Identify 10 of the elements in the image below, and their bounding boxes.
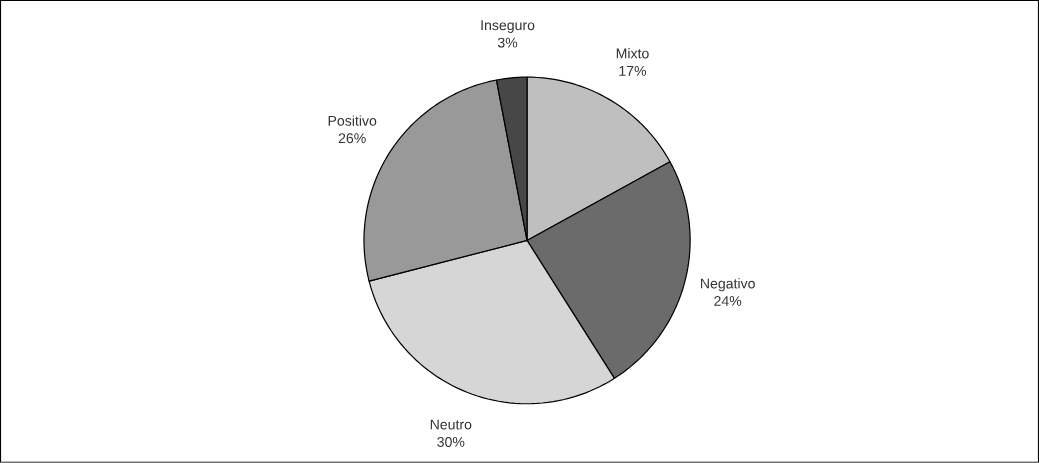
slice-label: Neutro: [430, 419, 472, 430]
data-label: 24%: [714, 296, 742, 307]
data-label: 30%: [437, 437, 465, 448]
data-label: 3%: [497, 37, 518, 48]
slice-label: Positivo: [328, 115, 377, 126]
slice-label: Mixto: [616, 48, 649, 59]
data-label: 26%: [338, 133, 366, 144]
slice-label: Inseguro: [481, 20, 535, 34]
data-label: 17%: [619, 66, 647, 76]
slice-label: Negativo: [701, 278, 755, 292]
